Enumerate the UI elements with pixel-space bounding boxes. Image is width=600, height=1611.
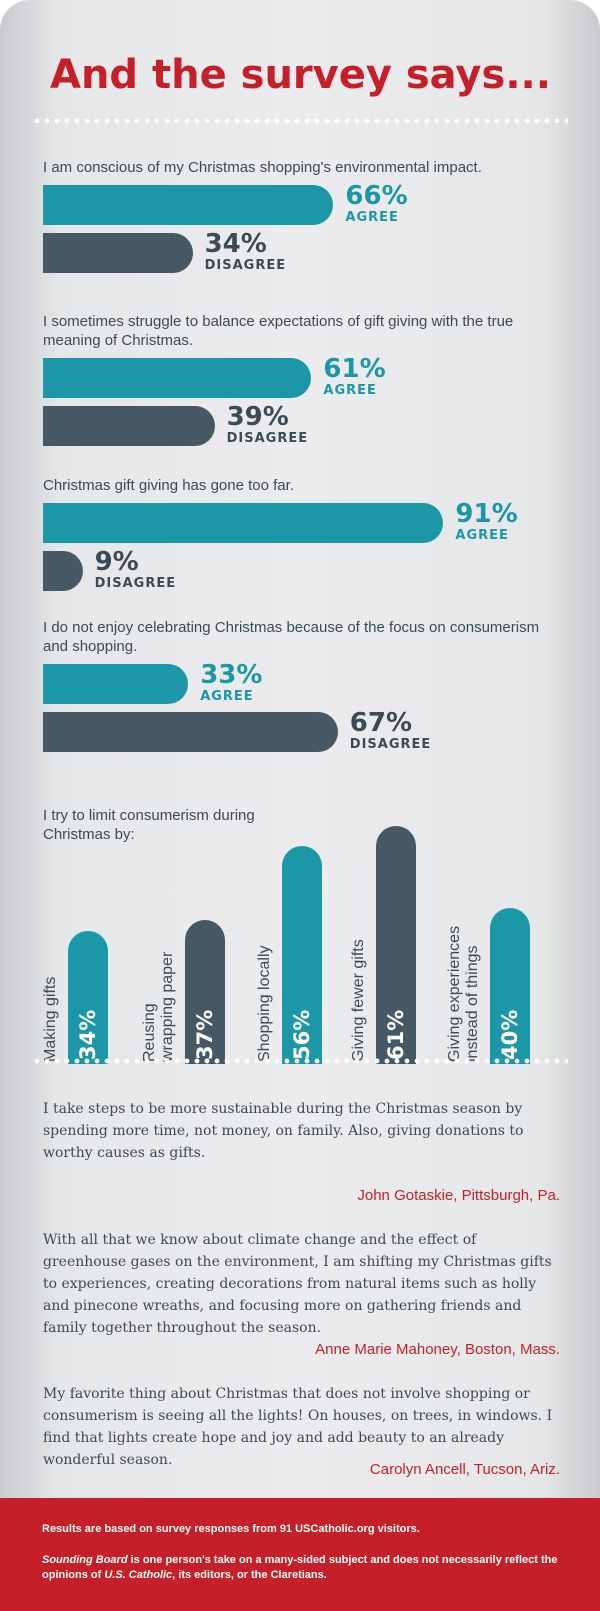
survey-question: Christmas gift giving has gone too far. (43, 477, 294, 494)
agree-percent: 66% (345, 181, 408, 211)
disagree-label: DISAGREE (226, 431, 309, 446)
limit-consumerism-question: I try to limit consumerism during Christ… (43, 807, 255, 843)
limit-consumerism-bar (282, 845, 322, 1064)
disclaimer-publication: U.S. Catholic (104, 1569, 173, 1581)
survey-question: I do not enjoy celebrating Christmas bec… (43, 619, 540, 655)
disagree-percent: 34% (204, 229, 267, 259)
dotted-divider-bottom (32, 1058, 568, 1064)
disagree-bar (43, 233, 193, 273)
category-label: Shopping locally (256, 945, 273, 1062)
agree-label: AGREE (323, 383, 377, 398)
disagree-bar (43, 406, 215, 446)
quote-text: I take steps to be more sustainable duri… (43, 1101, 524, 1161)
limit-consumerism-bar (68, 931, 108, 1064)
agree-bar (43, 503, 444, 543)
disclaimer-tail: , its editors, or the Claretians. (172, 1569, 327, 1581)
disclaimer: Sounding Board is one person's take on a… (42, 1553, 562, 1583)
agree-label: AGREE (345, 210, 399, 225)
agree-label: AGREE (200, 689, 254, 704)
disagree-percent: 67% (349, 708, 413, 738)
category-label: Giving fewer gifts (350, 939, 367, 1062)
category-label: Giving experiences (446, 925, 463, 1062)
disagree-percent: 9% (94, 547, 139, 577)
bar-value-label: 61% (384, 1009, 408, 1060)
quote-author: Anne Marie Mahoney, Boston, Mass. (315, 1341, 560, 1358)
agree-percent: 61% (323, 354, 386, 384)
bar-value-label: 40% (498, 1009, 522, 1060)
survey-question: I am conscious of my Christmas shopping'… (43, 159, 482, 176)
quote-text: With all that we know about climate chan… (43, 1232, 552, 1336)
agree-bar (43, 185, 334, 225)
survey-note: Results are based on survey responses fr… (42, 1523, 420, 1535)
limit-consumerism-bar (376, 826, 416, 1064)
agree-bar (43, 358, 312, 398)
page-title: And the survey says... (50, 52, 551, 98)
quote-author: John Gotaskie, Pittsburgh, Pa. (357, 1187, 560, 1204)
survey-question: I sometimes struggle to balance expectat… (43, 313, 514, 349)
disclaimer-mid: is one person's take on a many-sided sub… (42, 1554, 558, 1581)
bar-value-label: 56% (290, 1009, 314, 1060)
disagree-bar (43, 712, 338, 752)
bar-value-label: 34% (76, 1009, 100, 1060)
disagree-label: DISAGREE (94, 576, 177, 591)
category-label: instead of things (464, 945, 481, 1062)
quote-text: My favorite thing about Christmas that d… (43, 1386, 553, 1468)
disagree-label: DISAGREE (204, 258, 287, 273)
category-label: Making gifts (42, 976, 59, 1062)
agree-label: AGREE (455, 528, 509, 543)
disagree-label: DISAGREE (349, 737, 432, 752)
disagree-percent: 39% (226, 402, 289, 432)
category-label: Reusing (141, 1003, 158, 1062)
quote-author: Carolyn Ancell, Tucson, Ariz. (369, 1461, 560, 1478)
bar-value-label: 37% (193, 1009, 217, 1060)
agree-percent: 33% (200, 660, 263, 690)
dotted-divider-top (32, 118, 568, 124)
disagree-bar (43, 551, 83, 591)
category-label: wrapping paper (159, 951, 176, 1062)
footer: Results are based on survey responses fr… (0, 1498, 600, 1611)
limit-consumerism-bar (490, 908, 530, 1064)
disclaimer-lead: Sounding Board (42, 1554, 128, 1566)
agree-percent: 91% (455, 499, 518, 529)
agree-bar (43, 664, 189, 704)
limit-consumerism-bar (185, 919, 225, 1064)
